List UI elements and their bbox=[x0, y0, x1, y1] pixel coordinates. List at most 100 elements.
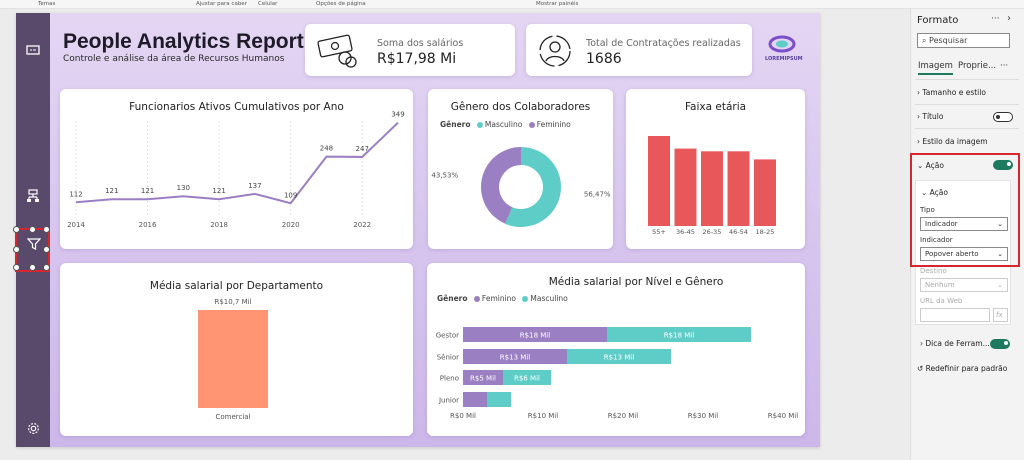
titulo-toggle[interactable] bbox=[993, 112, 1013, 122]
page-title: People Analytics Report bbox=[63, 30, 304, 53]
section-acao[interactable]: ⌄ Ação bbox=[917, 161, 944, 170]
indicador-dropdown[interactable]: Popover aberto ⌄ bbox=[920, 247, 1008, 261]
kpi-label: Soma dos salários bbox=[377, 38, 464, 49]
level-chart-card[interactable]: Média salarial por Nível e Gênero Gênero… bbox=[427, 263, 805, 436]
tab-propriedades[interactable]: Proprie... bbox=[958, 61, 997, 71]
tab-more[interactable]: ··· bbox=[1000, 61, 1009, 71]
resize-handle[interactable] bbox=[13, 246, 20, 253]
resize-handle[interactable] bbox=[43, 246, 50, 253]
data-label: 121 bbox=[212, 187, 225, 195]
acao-toggle[interactable] bbox=[993, 160, 1013, 170]
dept-bar bbox=[198, 310, 268, 408]
level-bar-masculino bbox=[487, 392, 511, 407]
section-label: Dica de Ferram... bbox=[925, 339, 990, 348]
divider bbox=[915, 79, 1019, 80]
pane-title: Formato bbox=[917, 15, 959, 26]
legend-title: Gênero bbox=[437, 294, 468, 303]
legend-feminino: Feminino bbox=[536, 120, 571, 129]
level-bar-feminino bbox=[463, 327, 607, 342]
resize-handle[interactable] bbox=[13, 264, 20, 271]
chart-title: Média salarial por Nível e Gênero bbox=[548, 276, 724, 288]
x-tick-label: R$40 Mil bbox=[768, 412, 798, 420]
line-chart-card[interactable]: Funcionarios Ativos Cumulativos por Ano … bbox=[60, 89, 413, 249]
kpi-value: R$17,98 Mi bbox=[377, 51, 457, 67]
chevron-down-icon: ⌄ bbox=[921, 188, 930, 197]
data-label: R$10,7 Mil bbox=[214, 298, 251, 306]
chevron-down-icon: ⌄ bbox=[997, 250, 1003, 258]
destino-dropdown[interactable]: Nenhum ⌄ bbox=[920, 278, 1008, 292]
section-label: Tamanho e estilo bbox=[922, 88, 986, 97]
fx-button[interactable]: fx bbox=[993, 308, 1008, 322]
search-input[interactable]: ⌕ Pesquisar bbox=[917, 33, 1010, 48]
tipo-dropdown[interactable]: Indicador ⌄ bbox=[920, 217, 1008, 231]
ribbon-label-celular[interactable]: Celular bbox=[258, 1, 278, 7]
logo-text: LOREMIPSUM bbox=[765, 56, 803, 62]
legend-masculino: Masculino bbox=[484, 120, 523, 129]
chevron-right-icon: › bbox=[917, 88, 923, 97]
ribbon-label-temas[interactable]: Temas bbox=[38, 1, 56, 7]
dept-chart-card[interactable]: Média salarial por Departamento R$10,7 M… bbox=[60, 263, 413, 436]
chevron-right-icon: › bbox=[917, 112, 923, 121]
data-label: 130 bbox=[177, 184, 190, 192]
age-chart-card[interactable]: Faixa etária 55+ 36-45 26-35 46-54 18-25 bbox=[626, 89, 805, 249]
section-label: Ação bbox=[925, 161, 944, 170]
chart-title: Faixa etária bbox=[684, 101, 747, 113]
divider bbox=[915, 104, 1019, 105]
data-label: R$6 Mil bbox=[514, 375, 540, 383]
ribbon-label-ajustar[interactable]: Ajustar para caber bbox=[196, 1, 247, 7]
data-label: 112 bbox=[69, 190, 82, 198]
x-tick-label: 46-54 bbox=[729, 228, 748, 236]
level-legend: Gênero Feminino Masculino bbox=[437, 294, 568, 303]
dropdown-value: Popover aberto bbox=[925, 250, 979, 258]
ribbon-label-paineis[interactable]: Mostrar painéis bbox=[536, 1, 579, 7]
slice-label: 56,47% bbox=[584, 191, 611, 199]
x-tick-label: 55+ bbox=[652, 228, 666, 236]
url-input[interactable] bbox=[920, 308, 990, 322]
section-dica[interactable]: › Dica de Ferram... bbox=[920, 339, 990, 348]
resize-handle[interactable] bbox=[13, 226, 20, 233]
filter-button-selected[interactable] bbox=[13, 226, 50, 272]
data-label: 349 bbox=[391, 111, 404, 119]
data-label: R$13 Mil bbox=[500, 354, 530, 362]
resize-handle[interactable] bbox=[29, 264, 36, 271]
tipo-label: Tipo bbox=[920, 206, 935, 214]
line-chart: 2014 2016 2018 2020 2022 112 121 121 130 121 137 10… bbox=[67, 111, 405, 229]
level-bar-feminino bbox=[463, 349, 567, 364]
settings-icon[interactable] bbox=[25, 421, 41, 437]
reset-button[interactable]: ↺ Redefinir para padrão bbox=[917, 364, 1007, 373]
acao-inner-header[interactable]: ⌄ Ação bbox=[921, 188, 948, 197]
y-tick-label: Sênior bbox=[437, 354, 459, 362]
gender-legend: Gênero Masculino Feminino bbox=[440, 120, 571, 129]
resize-handle[interactable] bbox=[43, 226, 50, 233]
dica-toggle[interactable] bbox=[990, 339, 1010, 349]
more-options-icon[interactable]: ··· bbox=[991, 14, 1000, 24]
age-bar-chart: 55+ 36-45 26-35 46-54 18-25 bbox=[648, 136, 776, 236]
tab-imagem[interactable]: Imagem bbox=[918, 61, 953, 75]
ribbon-label-opcoes[interactable]: Opções de página bbox=[316, 1, 366, 7]
money-icon bbox=[315, 34, 359, 72]
resize-handle[interactable] bbox=[29, 226, 36, 233]
gender-chart-card[interactable]: Gênero dos Colaboradores Gênero Masculin… bbox=[428, 89, 613, 249]
legend-feminino: Feminino bbox=[481, 294, 517, 303]
reset-icon: ↺ bbox=[917, 364, 926, 373]
legend-swatch-feminino bbox=[473, 295, 480, 302]
chevron-right-icon: › bbox=[917, 137, 923, 146]
section-titulo[interactable]: › Título bbox=[917, 112, 943, 121]
x-tick-label: 2020 bbox=[282, 221, 300, 229]
report-icon[interactable] bbox=[25, 43, 41, 59]
section-estilo[interactable]: › Estilo da imagem bbox=[917, 137, 988, 146]
kpi-card-contratacoes[interactable]: Total de Contratações realizadas 1686 bbox=[526, 24, 752, 76]
age-bar bbox=[754, 159, 776, 226]
section-label: Estilo da imagem bbox=[922, 137, 988, 146]
section-tamanho[interactable]: › Tamanho e estilo bbox=[917, 88, 986, 97]
kpi-card-salarios[interactable]: Soma dos salários R$17,98 Mi bbox=[305, 24, 515, 76]
org-chart-icon[interactable] bbox=[25, 189, 41, 205]
data-label: R$5 Mil bbox=[470, 375, 496, 383]
y-tick-label: Junior bbox=[438, 397, 459, 405]
collapse-chevron-icon[interactable]: › bbox=[1007, 13, 1011, 24]
chart-title: Funcionarios Ativos Cumulativos por Ano bbox=[129, 101, 344, 113]
chart-title: Gênero dos Colaboradores bbox=[450, 101, 591, 113]
resize-handle[interactable] bbox=[43, 264, 50, 271]
age-bar bbox=[727, 151, 750, 226]
level-bar-feminino bbox=[463, 392, 487, 407]
